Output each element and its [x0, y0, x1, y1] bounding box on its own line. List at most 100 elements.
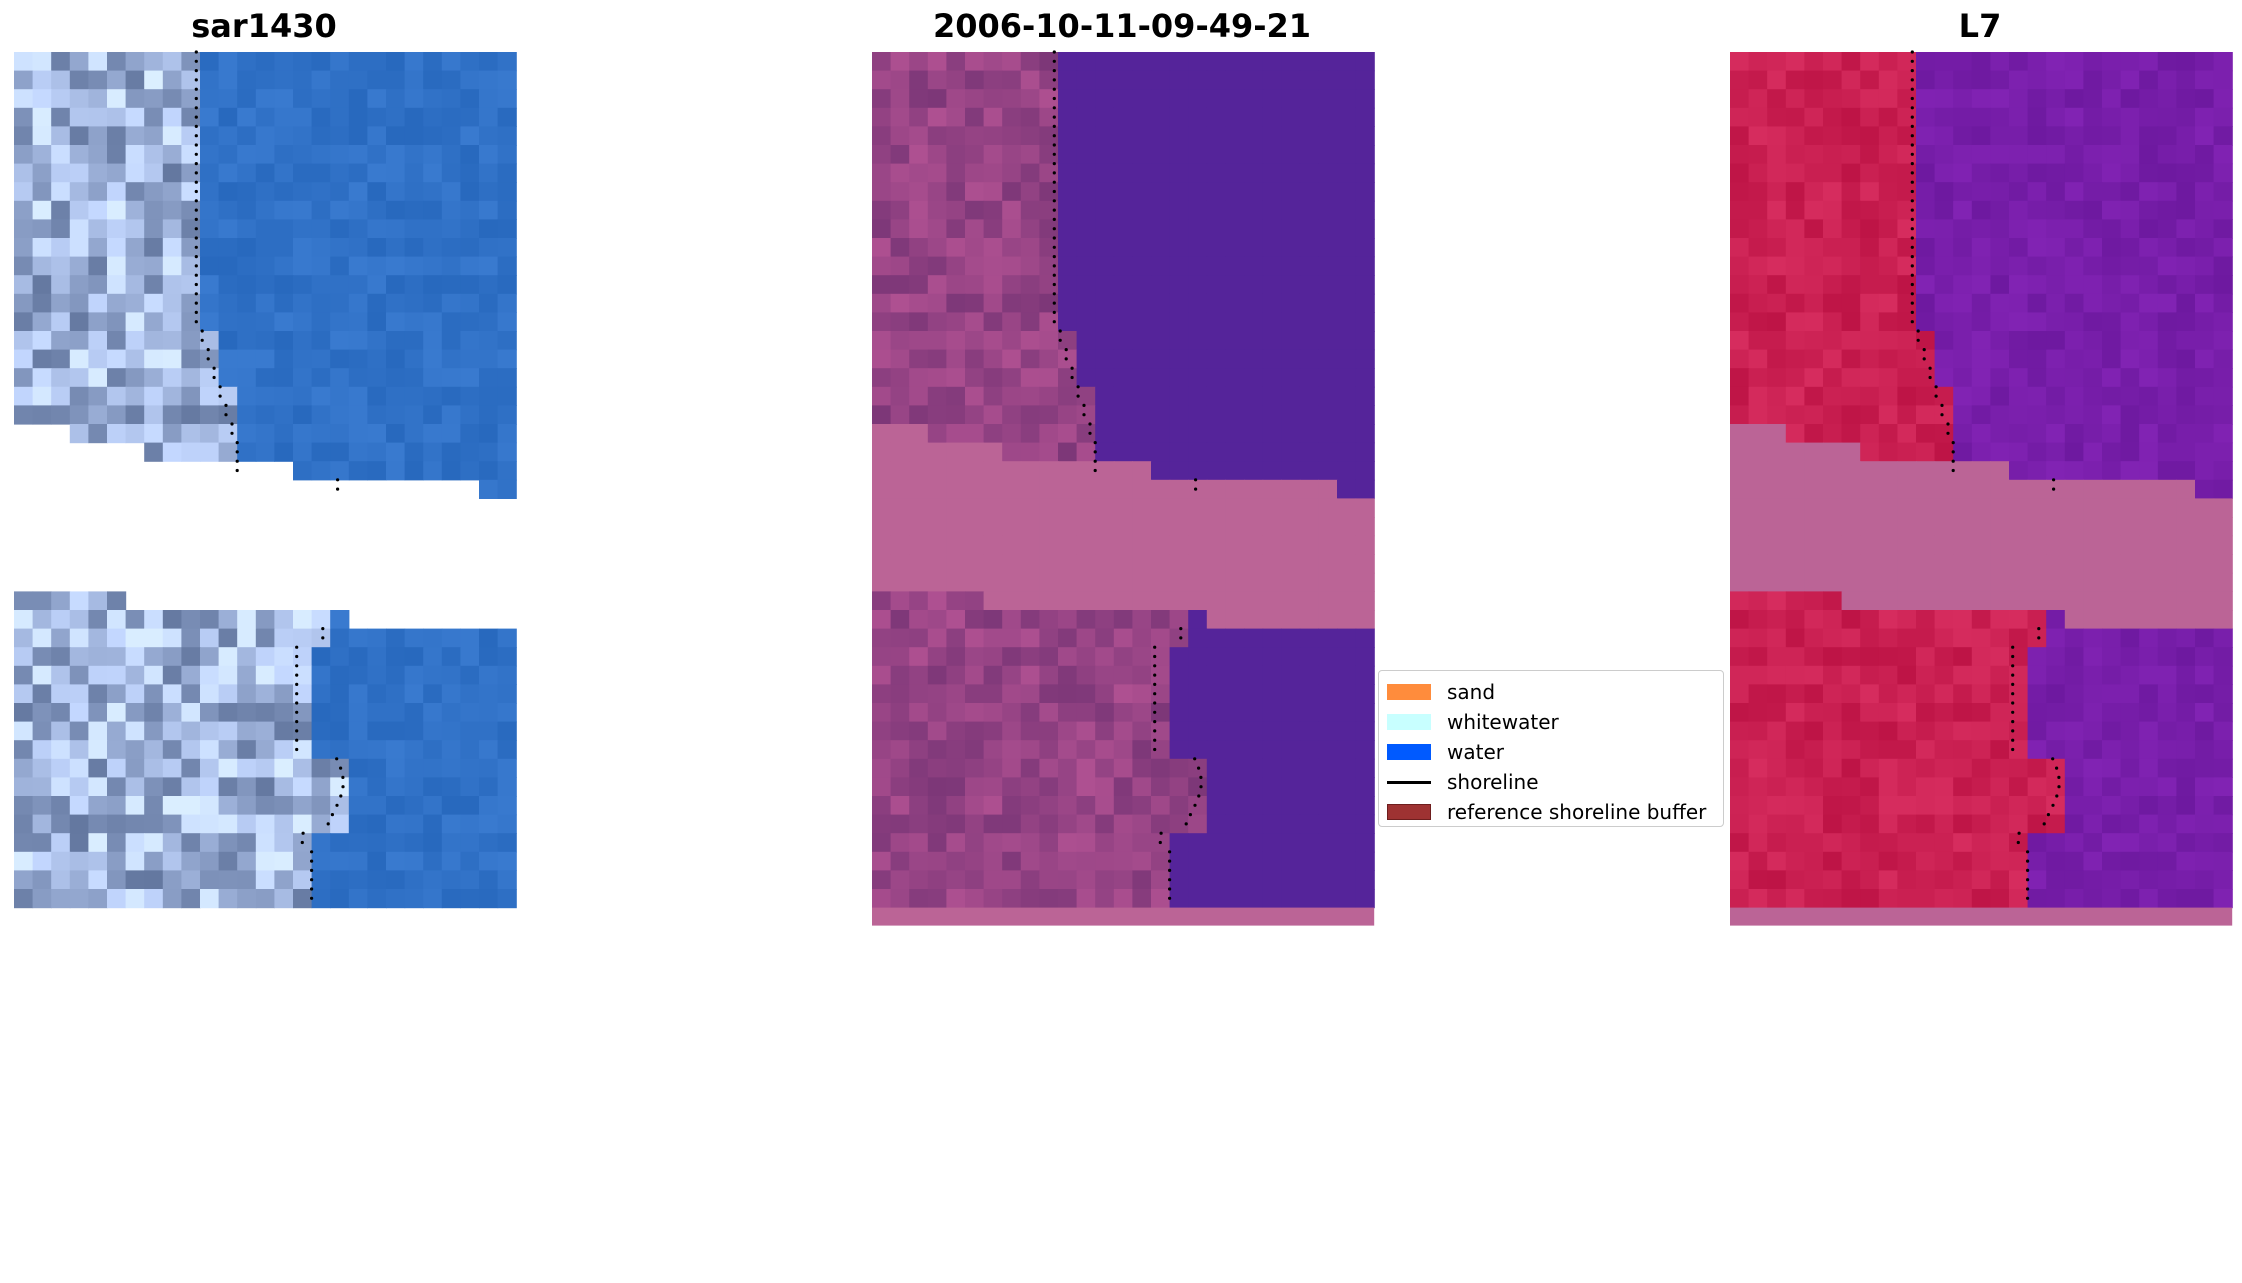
pixel	[1020, 870, 1040, 890]
pixel	[2195, 312, 2215, 332]
pixel	[1355, 256, 1375, 276]
shoreline-point	[1934, 385, 1938, 389]
pixel	[2102, 442, 2122, 462]
pixel	[200, 368, 220, 388]
pixel	[218, 163, 238, 183]
pixel	[2120, 479, 2140, 499]
shoreline-point	[2011, 654, 2015, 659]
shoreline-point	[1910, 162, 1914, 166]
pixel	[1039, 70, 1059, 90]
pixel	[2009, 572, 2029, 592]
pixel	[1076, 814, 1096, 834]
pixel	[2064, 386, 2084, 406]
pixel	[1076, 554, 1096, 574]
pixel	[1897, 535, 1917, 555]
pixel	[479, 200, 499, 220]
shoreline-point	[2057, 785, 2061, 789]
pixel	[2046, 684, 2066, 704]
pixel	[1897, 52, 1917, 72]
pixel	[1823, 368, 1843, 388]
pixel	[1953, 740, 1973, 760]
pixel	[497, 442, 517, 462]
pixel	[2176, 70, 2196, 90]
pixel	[255, 405, 275, 425]
pixel	[1748, 554, 1768, 574]
pixel	[1767, 833, 1787, 853]
pixel	[1169, 293, 1189, 313]
pixel	[1730, 163, 1750, 183]
legend: sand whitewater water shoreline referenc…	[1378, 670, 1724, 827]
pixel	[1804, 275, 1824, 295]
pixel	[1785, 796, 1805, 816]
pixel	[1058, 200, 1078, 220]
pixel	[14, 628, 34, 648]
pixel	[274, 758, 294, 778]
pixel	[1823, 554, 1843, 574]
pixel	[909, 479, 929, 499]
pixel	[293, 331, 313, 351]
pixel	[1337, 610, 1357, 630]
pixel	[2009, 182, 2029, 202]
pixel	[1785, 740, 1805, 760]
pixel	[460, 814, 480, 834]
pixel	[1299, 182, 1319, 202]
pixel	[1804, 89, 1824, 109]
pixel	[872, 238, 892, 258]
pixel	[2157, 368, 2177, 388]
pixel	[1860, 610, 1880, 630]
pixel	[69, 758, 89, 778]
pixel	[2064, 758, 2084, 778]
pixel	[872, 163, 892, 183]
pixel	[460, 368, 480, 388]
pixel	[311, 647, 331, 667]
shoreline-point	[295, 673, 299, 677]
pixel	[1225, 182, 1245, 202]
pixel	[181, 610, 201, 630]
pixel	[144, 647, 164, 667]
pixel	[144, 89, 164, 109]
shoreline-point	[194, 143, 198, 147]
pixel	[1916, 703, 1936, 723]
pixel	[367, 833, 387, 853]
panel-title-index: L7	[1958, 7, 2002, 45]
pixel	[1823, 461, 1843, 481]
pixel	[909, 703, 929, 723]
pixel	[2176, 665, 2196, 685]
pixel	[2157, 703, 2177, 723]
pixel	[1318, 740, 1338, 760]
pixel	[2027, 386, 2047, 406]
pixel	[293, 89, 313, 109]
pixel	[1281, 442, 1301, 462]
shoreline-point	[1910, 227, 1914, 231]
pixel	[2213, 628, 2233, 648]
pixel	[1095, 498, 1115, 518]
shoreline-point	[2011, 747, 2015, 752]
pixel	[2139, 145, 2159, 165]
pixel	[927, 70, 947, 90]
pixel	[1860, 293, 1880, 313]
pixel	[1188, 461, 1208, 481]
pixel	[348, 145, 368, 165]
pixel	[965, 814, 985, 834]
pixel	[2064, 219, 2084, 239]
pixel	[1281, 517, 1301, 537]
pixel	[872, 126, 892, 146]
pixel	[2139, 275, 2159, 295]
pixel	[1841, 498, 1861, 518]
pixel	[274, 145, 294, 165]
pixel	[2083, 238, 2103, 258]
pixel	[1337, 851, 1357, 871]
pixel	[1225, 89, 1245, 109]
pixel	[1953, 331, 1973, 351]
pixel	[255, 368, 275, 388]
pixel	[2195, 238, 2215, 258]
pixel	[1002, 647, 1022, 667]
pixel	[1953, 889, 1973, 909]
legend-item-water: water	[1387, 737, 1504, 767]
pixel	[1225, 126, 1245, 146]
pixel	[107, 126, 127, 146]
pixel	[1262, 498, 1282, 518]
pixel	[1002, 70, 1022, 90]
pixel	[1355, 293, 1375, 313]
pixel	[404, 665, 424, 685]
